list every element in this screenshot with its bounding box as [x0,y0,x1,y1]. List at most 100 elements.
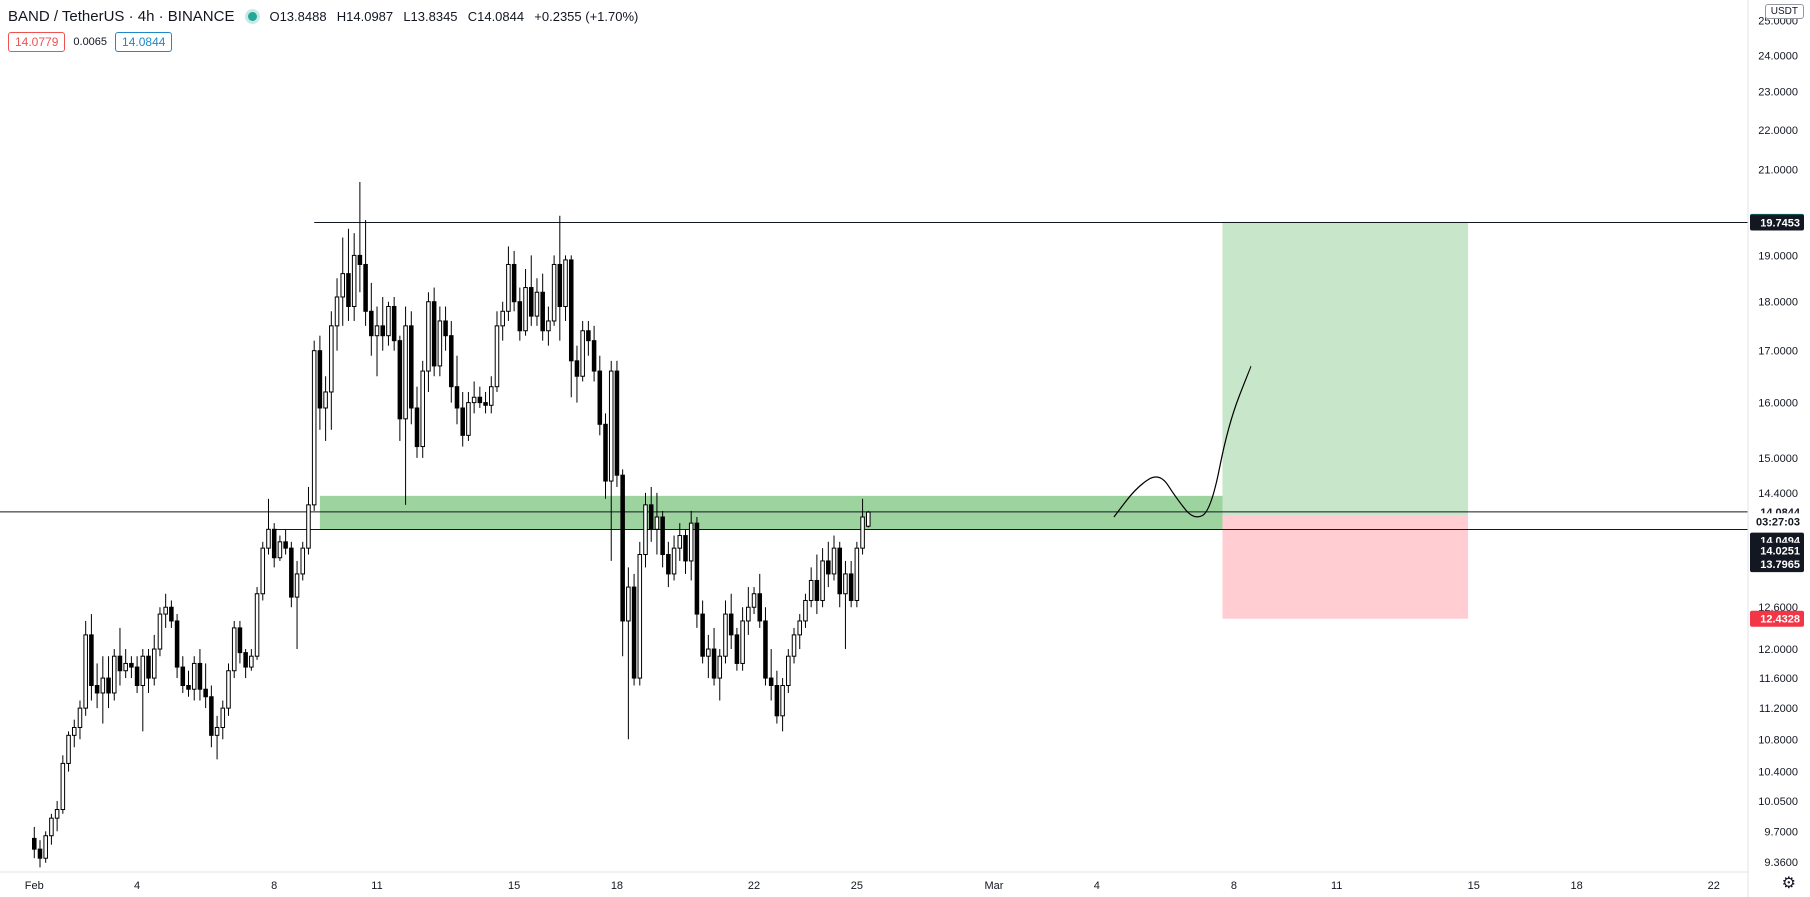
price-badge-label: 19.7453 [1760,217,1800,229]
candle-body [351,254,357,307]
candle-body [631,586,637,679]
price-badge-label: 14.0251 [1760,546,1800,558]
candle-body [369,310,374,337]
candle-body [89,634,94,686]
candle-body [843,573,848,595]
candle-body [431,301,437,367]
candle-body [37,848,43,859]
candle-body [260,547,266,595]
y-tick-label: 24.0000 [1758,50,1798,62]
candle-body [597,370,603,425]
candle-body [169,606,174,622]
candle-body [283,541,288,549]
candle-body [454,386,460,409]
price-badge-label: 13.7965 [1760,559,1800,571]
x-tick-label: 8 [271,880,277,892]
x-tick-label: 25 [851,880,863,892]
candle-body [637,554,643,679]
low-value: L13.8345 [403,8,458,24]
candle-body [803,599,808,622]
x-tick-label: 15 [508,880,520,892]
candle-body [340,273,346,298]
candle-body [494,325,500,388]
price-badge [1750,556,1804,573]
candle-body [660,516,665,556]
y-tick-label: 23.0000 [1758,87,1798,99]
candle-body [146,655,151,679]
y-tick-label: 16.0000 [1758,398,1798,410]
x-tick-label: 18 [1571,880,1583,892]
x-tick-label: 4 [134,880,140,892]
candle-body [711,648,717,679]
candle-body [546,320,551,332]
candle-body [757,593,763,622]
candle-body [140,655,146,686]
candle-body [174,620,180,668]
y-tick-label: 10.4000 [1758,767,1798,779]
candle-body [363,263,368,312]
sell-price-button[interactable]: 14.0779 [8,32,66,52]
y-tick-label: 12.0000 [1758,644,1798,656]
candle-body [203,688,208,698]
candle-body [180,666,186,686]
candle-body [426,301,431,372]
candle-body [60,762,66,811]
candle-body [471,396,477,404]
change-value: +0.2355 (+1.70%) [534,8,639,24]
candle-body [746,606,751,622]
candle-body [197,662,203,690]
candle-body [688,522,694,562]
candle-body [243,652,248,668]
buy-price-button[interactable]: 14.0844 [115,32,173,52]
y-tick-label: 11.6000 [1759,673,1798,685]
candle-body [106,677,111,694]
candle-body [254,593,260,657]
candle-body [151,648,157,679]
candle-body [866,511,871,527]
chart-legend-header: BAND / TetherUS · 4h · BINANCE O13.8488 … [8,6,644,26]
candle-body [620,474,625,622]
candle-body [671,547,677,575]
candle-body [266,528,271,549]
candle-body [557,263,563,307]
candle-body [751,593,757,608]
candle-body [683,535,688,562]
candle-body [300,547,306,575]
candle-body [523,287,528,332]
y-tick-label: 19.0000 [1758,250,1798,262]
candle-body [414,407,420,448]
x-tick-label: 22 [1708,880,1720,892]
projection-path [1113,365,1252,518]
candle-body [483,402,488,406]
candle-body [820,560,825,601]
candle-body [111,655,117,694]
candle-body [740,620,745,664]
candle-body [831,547,837,575]
x-tick-label: 8 [1231,880,1237,892]
y-tick-label: 17.0000 [1758,346,1798,358]
candle-body [214,726,220,736]
y-tick-label: 10.0500 [1758,796,1798,808]
candle-body [768,677,774,686]
symbol-title[interactable]: BAND / TetherUS · 4h · BINANCE [8,7,235,25]
x-tick-label: 15 [1468,880,1480,892]
candle-body [591,340,597,372]
candle-body [626,586,631,622]
price-badge-label: 03:27:03 [1756,516,1800,528]
y-tick-label: 11.2000 [1759,703,1798,715]
gear-icon[interactable]: ⚙ [1781,875,1796,892]
candle-body [603,423,608,482]
candle-body [580,330,585,377]
currency-button[interactable]: USDT [1764,4,1804,19]
candle-body [191,662,197,690]
bid-ask-panel: 14.0779 0.0065 14.0844 [8,32,173,52]
y-tick-label: 18.0000 [1758,297,1798,309]
x-tick-label: 22 [748,880,760,892]
x-tick-label: 11 [371,880,382,892]
candle-body [66,734,71,764]
candle-body [403,325,408,420]
candle-body [32,837,37,850]
price-badge [1750,610,1804,627]
y-tick-label: 14.4000 [1758,488,1798,500]
